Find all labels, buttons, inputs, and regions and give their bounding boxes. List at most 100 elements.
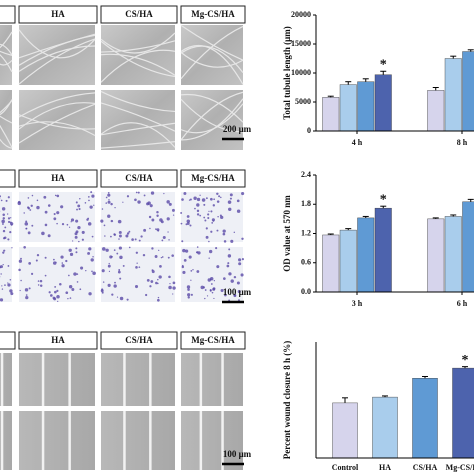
- stain-dot: [201, 198, 206, 202]
- stain-dot: [168, 202, 172, 206]
- stain-dot: [217, 215, 219, 218]
- stain-dot: [76, 281, 79, 283]
- stain-dot: [211, 218, 215, 222]
- stain-dot: [241, 258, 244, 261]
- header-label: CS/HA: [125, 173, 153, 183]
- header-label: Mg-CS/HA: [191, 173, 235, 183]
- stain-dot: [204, 289, 207, 291]
- stain-dot: [187, 296, 190, 299]
- stain-dot: [10, 217, 12, 219]
- stain-dot: [108, 199, 110, 201]
- header-box: [18, 5, 98, 24]
- tubule: [18, 102, 96, 130]
- tubule: [0, 59, 13, 66]
- stain-dot: [212, 204, 216, 207]
- stain-dot: [118, 269, 121, 271]
- stain-dot: [2, 251, 5, 254]
- stain-dot: [2, 237, 6, 240]
- y-axis-label: OD value at 570 nm: [282, 195, 292, 272]
- scale-label: 100 μm: [223, 449, 252, 459]
- stain-dot: [117, 219, 122, 224]
- stain-dot: [29, 209, 32, 211]
- header-label: HA: [51, 173, 65, 183]
- tubule: [180, 93, 244, 123]
- stain-dot: [135, 266, 138, 269]
- stain-dot: [92, 256, 94, 258]
- stain-dot: [116, 252, 119, 255]
- tubule: [100, 90, 176, 113]
- tubule: [100, 32, 176, 54]
- stain-dot: [24, 288, 29, 292]
- stain-dot: [30, 204, 33, 207]
- y-tick-label: 5000: [295, 97, 311, 106]
- tubule: [100, 102, 176, 132]
- stain-dot: [233, 294, 237, 298]
- stain-dot: [10, 292, 14, 296]
- stain-dot: [241, 237, 244, 241]
- wound-gap: [0, 411, 4, 470]
- stain-dot: [188, 255, 192, 259]
- stain-dot: [134, 238, 137, 241]
- stain-dot: [85, 269, 87, 272]
- stain-dot: [180, 211, 183, 214]
- tubule: [180, 44, 244, 85]
- y-tick-label: 1.2: [301, 228, 311, 237]
- stain-dot: [93, 204, 95, 206]
- stain-dot: [9, 289, 13, 293]
- stain-dot: [1, 288, 4, 290]
- x-tick-label: Control: [332, 463, 359, 472]
- stain-dot: [181, 265, 185, 269]
- stain-dot: [48, 291, 51, 294]
- x-tick-label: 3 h: [352, 299, 363, 308]
- stain-dot: [118, 246, 122, 250]
- stain-dot: [168, 239, 170, 241]
- stain-dot: [229, 197, 232, 200]
- stain-dot: [116, 296, 119, 298]
- micrograph: [101, 411, 175, 470]
- stain-dot: [84, 202, 87, 204]
- stain-dot: [216, 200, 220, 203]
- stain-dot: [185, 223, 188, 226]
- stain-dot: [2, 217, 6, 220]
- stain-dot: [213, 198, 216, 201]
- stain-dot: [126, 298, 129, 301]
- stain-dot: [23, 245, 26, 249]
- stain-dot: [90, 191, 93, 194]
- micrograph: [181, 90, 243, 150]
- stain-dot: [204, 297, 206, 300]
- stain-dot: [207, 213, 210, 216]
- bar: [374, 207, 392, 293]
- stain-dot: [203, 216, 206, 219]
- y-tick-label: 15000: [291, 39, 311, 48]
- stain-dot: [160, 256, 163, 259]
- stain-dot: [229, 193, 233, 197]
- stain-dot: [75, 247, 78, 250]
- stain-dot: [7, 238, 10, 241]
- micrograph: [0, 247, 12, 302]
- wound-gap: [221, 411, 224, 470]
- stain-dot: [146, 278, 150, 282]
- tubule: [100, 53, 176, 76]
- stain-dot: [189, 224, 192, 227]
- stain-dot: [68, 274, 70, 277]
- stain-dot: [210, 283, 213, 285]
- y-tick-label: 0.0: [301, 287, 311, 296]
- micrograph: [19, 192, 95, 242]
- stain-dot: [105, 202, 108, 204]
- stain-dot: [4, 226, 7, 229]
- stain-dot: [10, 224, 13, 226]
- stain-dot: [117, 270, 121, 274]
- header-box: [0, 331, 16, 350]
- stain-dot: [9, 231, 12, 234]
- stain-dot: [44, 256, 47, 259]
- stain-dot: [56, 289, 59, 293]
- stain-dot: [210, 230, 213, 233]
- header-label: HA: [51, 335, 65, 345]
- stain-dot: [209, 288, 212, 291]
- stain-dot: [207, 216, 210, 220]
- y-tick-label: 0: [307, 126, 311, 135]
- stain-dot: [137, 200, 141, 204]
- stain-dot: [110, 202, 113, 206]
- stain-dot: [196, 213, 200, 216]
- stain-dot: [7, 196, 10, 199]
